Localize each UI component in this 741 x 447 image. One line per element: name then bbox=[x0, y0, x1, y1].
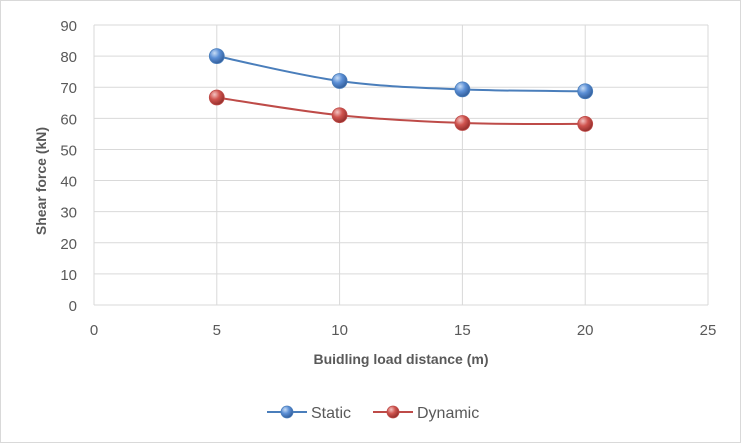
x-tick-label: 15 bbox=[454, 322, 471, 339]
y-tick-label: 30 bbox=[60, 205, 77, 222]
data-point bbox=[577, 83, 594, 100]
y-tick-label: 80 bbox=[60, 49, 77, 66]
x-tick-label: 10 bbox=[331, 322, 348, 339]
y-axis-title: Shear force (kN) bbox=[33, 127, 49, 235]
data-point bbox=[331, 73, 348, 89]
data-point bbox=[331, 107, 348, 124]
y-tick-label: 70 bbox=[60, 80, 77, 97]
data-point bbox=[454, 81, 471, 98]
tick-labels: 0 10 20 30 40 50 60 70 80 90 0 5 10 15 20 25 bbox=[60, 18, 716, 339]
series-layer bbox=[208, 48, 594, 132]
data-point bbox=[208, 89, 225, 106]
legend-label: Static bbox=[311, 405, 351, 422]
y-tick-label: 60 bbox=[60, 111, 77, 128]
y-tick-label: 0 bbox=[69, 298, 77, 315]
x-tick-label: 0 bbox=[90, 322, 98, 339]
legend-item-dynamic: Dynamic bbox=[373, 405, 479, 422]
legend-marker bbox=[280, 405, 294, 419]
y-tick-label: 40 bbox=[60, 174, 77, 191]
legend: Static Dynamic bbox=[267, 405, 479, 422]
x-tick-label: 5 bbox=[213, 322, 221, 339]
y-tick-label: 20 bbox=[60, 236, 77, 253]
legend-marker bbox=[386, 405, 400, 419]
y-tick-label: 90 bbox=[60, 18, 77, 35]
series-line bbox=[216, 96, 586, 125]
series-static bbox=[208, 48, 594, 100]
series-dynamic bbox=[208, 89, 594, 132]
x-axis-title: Buidling load distance (m) bbox=[313, 351, 488, 367]
x-tick-label: 20 bbox=[577, 322, 594, 339]
legend-item-static: Static bbox=[267, 405, 351, 422]
data-point bbox=[454, 115, 471, 131]
series-line bbox=[216, 55, 586, 93]
grid-layer bbox=[93, 24, 709, 306]
data-point bbox=[208, 48, 225, 65]
y-tick-label: 10 bbox=[60, 267, 77, 284]
legend-label: Dynamic bbox=[417, 405, 479, 422]
data-point bbox=[577, 116, 594, 132]
y-tick-label: 50 bbox=[60, 142, 77, 159]
x-tick-label: 25 bbox=[700, 322, 717, 339]
